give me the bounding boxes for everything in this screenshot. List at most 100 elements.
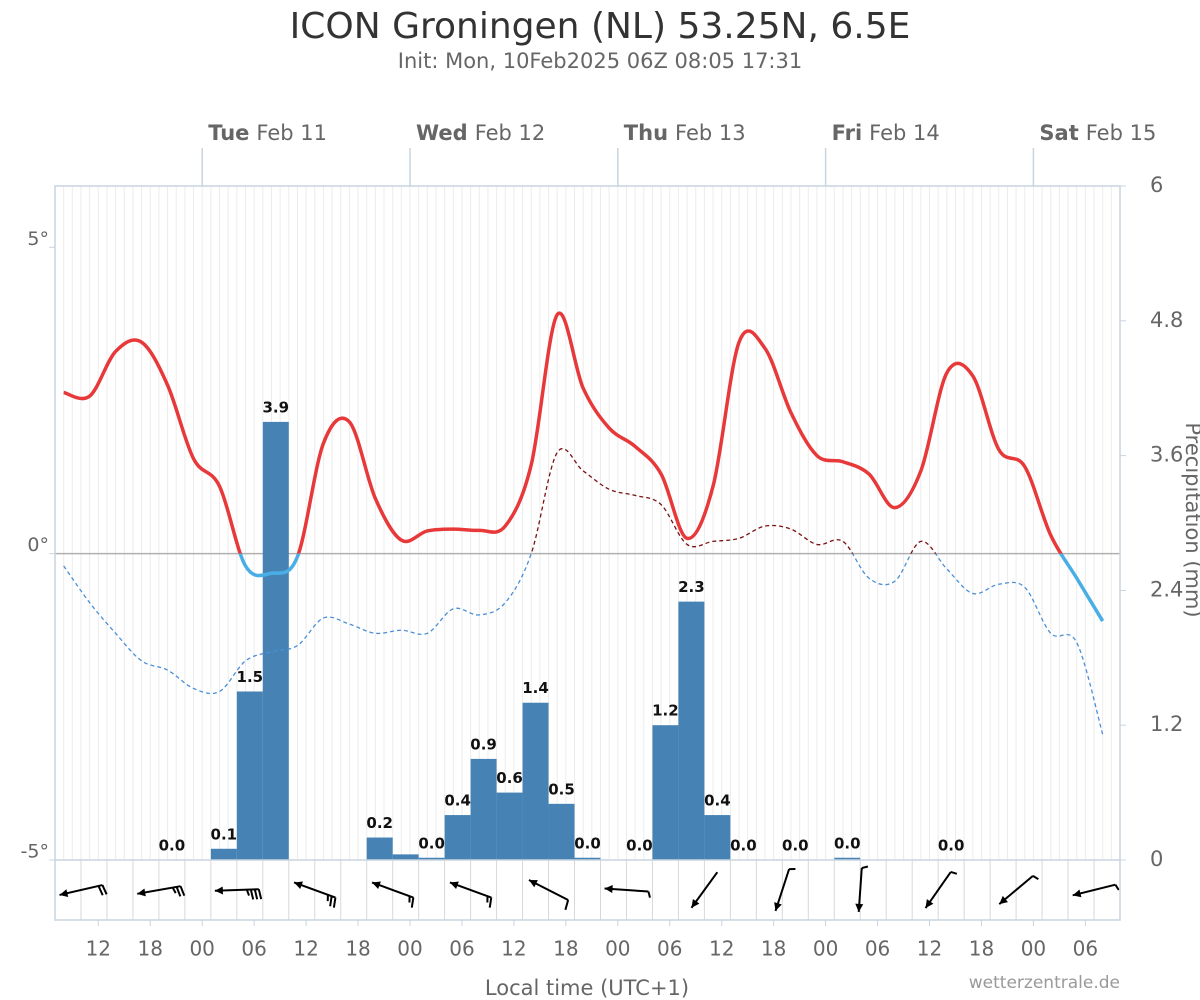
wind-feather — [488, 897, 493, 908]
day-date: Feb 11 — [256, 121, 327, 145]
day-weekday: Sat — [1039, 121, 1078, 145]
precip-bar — [496, 792, 523, 860]
wind-arrowhead — [999, 895, 1008, 905]
day-label: Wed Feb 12 — [416, 121, 545, 145]
wind-arrowhead — [1072, 889, 1082, 898]
x-tick-label: 12 — [917, 937, 942, 961]
x-tick-label: 00 — [397, 937, 422, 961]
line-above-zero — [530, 448, 937, 554]
plot-border — [54, 185, 1121, 921]
precip-bar — [366, 837, 393, 860]
y2-tick-label: 4.8 — [1150, 308, 1183, 332]
x-tick-label: 18 — [138, 937, 163, 961]
wind-barb — [528, 879, 570, 911]
bar-value-label: 0.4 — [444, 792, 471, 810]
wind-arrowhead — [449, 881, 459, 889]
day-label: Fri Feb 14 — [832, 121, 940, 145]
wind-barb — [371, 881, 415, 908]
bar-value-label: 0.6 — [496, 769, 523, 787]
day-label: Sat Feb 15 — [1039, 121, 1156, 145]
x-tick-label: 00 — [1021, 937, 1046, 961]
wind-barb — [59, 884, 108, 898]
bar-value-label: 0.9 — [470, 735, 497, 753]
x-tick-label: 00 — [813, 937, 838, 961]
wind-feather — [175, 886, 182, 897]
day-weekday: Fri — [832, 121, 863, 145]
precip-bar — [834, 857, 861, 860]
wind-barb — [214, 886, 263, 900]
wind-barb — [855, 865, 869, 913]
wind-feather — [950, 871, 958, 875]
y-tick-label: -5° — [21, 841, 49, 863]
precip-bar — [678, 601, 705, 860]
bar-value-label: 3.9 — [263, 398, 290, 416]
bar-value-label: 1.5 — [237, 668, 264, 686]
x-tick-label: 12 — [501, 937, 526, 961]
wind-arrowhead — [855, 903, 864, 912]
line-above-zero — [63, 311, 1063, 554]
precip-bar — [418, 857, 445, 860]
wind-arrowhead — [604, 885, 613, 894]
wind-feather — [1114, 884, 1120, 891]
day-weekday: Wed — [416, 121, 468, 145]
precip-bar — [652, 725, 679, 860]
bar-value-label: 0.0 — [834, 834, 861, 852]
wind-feather — [564, 899, 570, 911]
wind-arrowhead — [372, 881, 381, 889]
wind-feather — [253, 889, 259, 900]
x-tick-label: 18 — [553, 937, 578, 961]
x-tick-label: 06 — [657, 937, 682, 961]
precip-bar — [470, 758, 497, 860]
precip-bar — [392, 854, 419, 860]
x-tick-label: 00 — [605, 937, 630, 961]
bar-value-label: 2.3 — [678, 578, 705, 596]
day-label: Thu Feb 13 — [624, 121, 746, 145]
wind-barb — [774, 868, 796, 912]
wind-arrowhead — [691, 898, 700, 908]
bar-value-label: 0.0 — [626, 837, 653, 855]
wind-barb — [293, 881, 337, 908]
bar-value-label: 1.4 — [522, 679, 549, 697]
x-tick-label: 12 — [86, 937, 111, 961]
precip-bar — [548, 803, 575, 860]
chart-title: ICON Groningen (NL) 53.25N, 6.5E — [290, 6, 911, 47]
precip-bar — [444, 815, 471, 860]
line-below-zero — [238, 553, 1105, 622]
wind-arrowhead — [774, 902, 782, 911]
bar-value-label: 0.0 — [574, 834, 601, 852]
wind-feather — [249, 889, 255, 900]
wind-feather — [647, 891, 651, 898]
precip-bar — [522, 702, 549, 860]
precip-bar — [262, 421, 289, 860]
y2-tick-label: 2.4 — [1150, 577, 1183, 601]
bar-value-label: 0.5 — [548, 780, 575, 798]
wind-arrowhead — [528, 880, 538, 888]
y2-tick-label: 6 — [1150, 173, 1163, 197]
x-tick-label: 12 — [293, 937, 318, 961]
wind-feather — [861, 865, 869, 870]
bar-value-label: 0.4 — [704, 792, 731, 810]
y2-axis-title: Precipitation (mm) — [1181, 422, 1200, 617]
wind-barb — [924, 871, 958, 909]
wind-barb — [137, 885, 186, 897]
day-date: Feb 13 — [675, 121, 746, 145]
bar-value-label: 0.0 — [159, 837, 186, 855]
wind-feather — [410, 897, 415, 908]
wind-feather — [171, 887, 177, 894]
wind-feather — [179, 885, 186, 897]
y2-tick-label: 0 — [1150, 847, 1163, 871]
y2-tick-label: 3.6 — [1150, 443, 1183, 467]
day-label: Tue Feb 11 — [208, 121, 327, 145]
bar-value-label: 0.1 — [211, 825, 238, 843]
wind-barb — [998, 875, 1039, 905]
day-date: Feb 12 — [475, 121, 546, 145]
wind-arrowhead — [214, 886, 223, 895]
bar-value-label: 0.0 — [782, 837, 809, 855]
wind-barb — [449, 881, 493, 908]
x-tick-label: 06 — [1073, 937, 1098, 961]
x-tick-label: 06 — [241, 937, 266, 961]
wind-feather — [332, 897, 337, 908]
precip-bar — [574, 857, 601, 860]
